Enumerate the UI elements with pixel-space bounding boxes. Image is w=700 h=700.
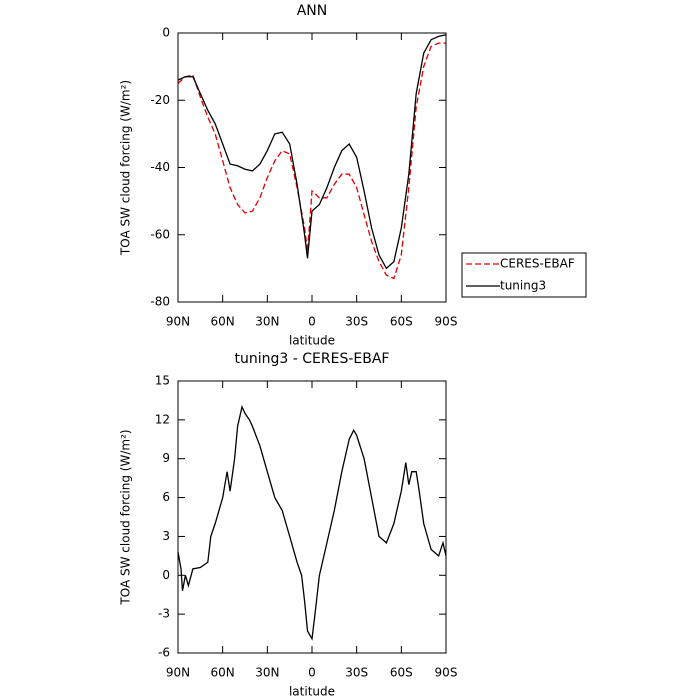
x-tick-label: 0 bbox=[308, 315, 316, 329]
y-axis-label: TOA SW cloud forcing (W/m²) bbox=[119, 80, 133, 256]
plot-frame bbox=[177, 32, 447, 303]
x-tick-label: 90S bbox=[435, 315, 458, 329]
chart-title: ANN bbox=[297, 3, 328, 19]
y-tick-label: 9 bbox=[162, 451, 170, 465]
legend-label: tuning3 bbox=[500, 279, 546, 293]
y-tick-label: 0 bbox=[162, 568, 170, 582]
x-tick-label: 30N bbox=[255, 315, 279, 329]
y-tick-label: 3 bbox=[162, 529, 170, 543]
data-line bbox=[177, 34, 447, 270]
x-tick-label: 60N bbox=[211, 315, 235, 329]
y-tick-label: -20 bbox=[150, 93, 170, 107]
y-tick-label: 0 bbox=[162, 26, 170, 40]
chart-title: tuning3 - CERES-EBAF bbox=[235, 351, 390, 367]
y-tick-label: 15 bbox=[155, 374, 170, 388]
y-tick-label: -40 bbox=[150, 160, 170, 174]
y-tick-label: 6 bbox=[162, 490, 170, 504]
x-tick-label: 0 bbox=[308, 666, 316, 680]
x-tick-label: 90S bbox=[435, 666, 458, 680]
x-tick-label: 30S bbox=[345, 666, 368, 680]
y-tick-label: -60 bbox=[150, 227, 170, 241]
y-axis-label: TOA SW cloud forcing (W/m²) bbox=[119, 429, 133, 605]
y-tick-label: -3 bbox=[158, 607, 170, 621]
x-tick-label: 90N bbox=[166, 666, 190, 680]
y-tick-label: -6 bbox=[158, 646, 170, 660]
legend-label: CERES-EBAF bbox=[500, 257, 575, 271]
data-line bbox=[177, 42, 446, 280]
x-axis-label: latitude bbox=[289, 334, 335, 348]
legend-frame bbox=[461, 252, 587, 298]
x-tick-label: 90N bbox=[166, 315, 190, 329]
plot-frame bbox=[177, 380, 447, 654]
x-tick-label: 30N bbox=[255, 666, 279, 680]
data-line bbox=[177, 404, 447, 641]
x-tick-label: 60S bbox=[390, 315, 413, 329]
y-tick-label: 12 bbox=[155, 412, 170, 426]
x-axis-label: latitude bbox=[289, 685, 335, 699]
y-tick-label: -80 bbox=[150, 295, 170, 309]
x-tick-label: 30S bbox=[345, 315, 368, 329]
x-tick-label: 60N bbox=[211, 666, 235, 680]
x-tick-label: 60S bbox=[390, 666, 413, 680]
